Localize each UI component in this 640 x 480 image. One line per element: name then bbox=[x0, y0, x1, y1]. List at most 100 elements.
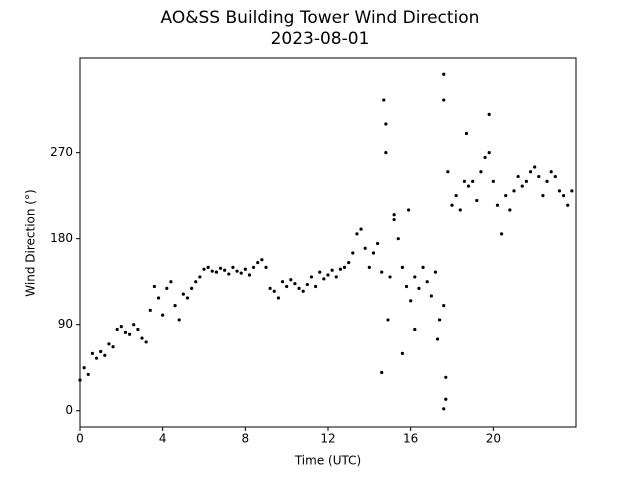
data-point bbox=[289, 278, 293, 282]
data-point bbox=[413, 275, 417, 279]
data-point bbox=[227, 272, 231, 276]
data-point bbox=[388, 275, 392, 279]
data-point bbox=[78, 378, 82, 382]
data-point bbox=[305, 282, 309, 287]
data-point bbox=[483, 155, 487, 160]
chart-subtitle: 2023-08-01 bbox=[271, 29, 370, 49]
data-point bbox=[256, 260, 260, 265]
data-point bbox=[400, 265, 404, 269]
y-tick-label: 180 bbox=[50, 231, 73, 245]
x-tick-label: 12 bbox=[320, 432, 335, 446]
data-point bbox=[276, 296, 280, 300]
data-point bbox=[338, 267, 342, 271]
data-point bbox=[487, 112, 491, 117]
data-point bbox=[202, 267, 206, 271]
data-point bbox=[223, 268, 227, 272]
data-point bbox=[386, 318, 390, 322]
data-point bbox=[524, 179, 529, 183]
data-point bbox=[194, 280, 198, 284]
data-point bbox=[326, 273, 330, 277]
data-point bbox=[260, 258, 264, 262]
data-point bbox=[450, 203, 454, 207]
data-point bbox=[185, 296, 190, 300]
data-point bbox=[384, 151, 388, 155]
data-point bbox=[107, 342, 111, 346]
data-point bbox=[214, 270, 218, 274]
data-point bbox=[161, 313, 165, 317]
data-point bbox=[446, 170, 450, 174]
data-point bbox=[491, 179, 495, 183]
data-point bbox=[309, 275, 314, 279]
data-point bbox=[442, 303, 446, 308]
data-point bbox=[173, 303, 177, 308]
data-point bbox=[140, 336, 144, 340]
x-tick-label: 8 bbox=[242, 432, 250, 446]
x-tick-label: 20 bbox=[486, 432, 501, 446]
x-axis-label: Time (UTC) bbox=[294, 454, 361, 468]
data-point bbox=[144, 340, 148, 344]
data-point bbox=[508, 208, 512, 212]
data-point bbox=[435, 337, 440, 341]
data-point bbox=[247, 273, 252, 277]
data-point bbox=[148, 308, 152, 312]
data-point bbox=[351, 251, 355, 255]
data-point bbox=[433, 270, 438, 274]
data-point bbox=[82, 366, 86, 370]
data-point bbox=[235, 269, 239, 273]
data-point bbox=[413, 327, 417, 332]
data-point bbox=[475, 198, 479, 203]
data-point bbox=[444, 375, 448, 379]
data-point bbox=[293, 282, 297, 286]
data-point bbox=[177, 318, 181, 322]
data-point bbox=[400, 351, 404, 355]
data-point bbox=[384, 122, 388, 126]
data-point bbox=[94, 356, 99, 360]
data-point bbox=[330, 268, 334, 272]
data-point bbox=[206, 265, 210, 269]
data-point bbox=[479, 170, 483, 174]
y-tick-label: 90 bbox=[58, 317, 73, 331]
data-point bbox=[128, 332, 132, 336]
data-point bbox=[566, 203, 570, 207]
data-point bbox=[421, 265, 425, 269]
data-point bbox=[243, 267, 247, 271]
plot-frame bbox=[79, 57, 577, 428]
data-point bbox=[520, 184, 524, 188]
data-point bbox=[165, 286, 169, 290]
data-point bbox=[239, 271, 243, 275]
data-point bbox=[367, 265, 371, 269]
data-point bbox=[557, 189, 562, 193]
data-point bbox=[231, 265, 235, 269]
y-axis-label: Wind Direction (°) bbox=[24, 189, 38, 296]
data-point bbox=[371, 251, 376, 255]
data-point bbox=[198, 275, 202, 279]
data-point bbox=[190, 286, 194, 290]
data-point bbox=[471, 179, 475, 183]
data-point bbox=[396, 237, 400, 241]
data-point bbox=[99, 349, 103, 354]
data-point bbox=[404, 284, 409, 289]
data-point bbox=[252, 265, 256, 269]
data-point bbox=[458, 208, 462, 212]
data-point bbox=[444, 397, 448, 401]
data-point bbox=[119, 325, 123, 329]
data-point bbox=[314, 284, 318, 289]
data-point bbox=[382, 98, 386, 102]
data-point bbox=[280, 280, 285, 284]
data-point bbox=[417, 286, 421, 290]
data-point bbox=[318, 270, 322, 274]
x-tick-label: 0 bbox=[76, 432, 84, 446]
data-point bbox=[169, 280, 173, 284]
data-point bbox=[407, 208, 411, 212]
data-point bbox=[392, 213, 396, 217]
data-point bbox=[466, 184, 471, 188]
data-point bbox=[210, 269, 214, 273]
data-point bbox=[454, 194, 458, 198]
x-tick-label: 4 bbox=[159, 432, 167, 446]
data-point bbox=[376, 241, 380, 246]
data-point bbox=[264, 265, 268, 269]
data-point bbox=[504, 194, 508, 198]
data-point bbox=[181, 292, 185, 296]
data-point bbox=[392, 217, 396, 222]
